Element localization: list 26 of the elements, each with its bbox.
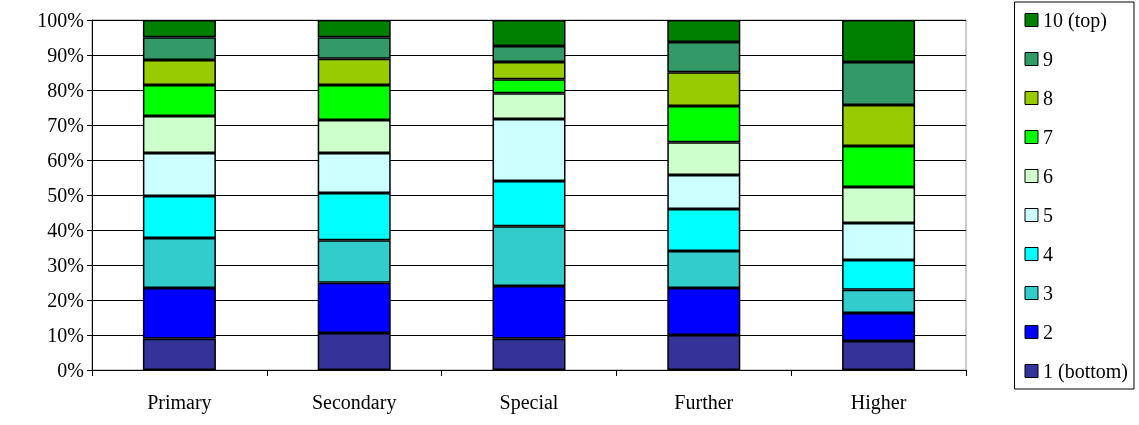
y-tick-label: 10% bbox=[47, 324, 84, 346]
y-tick-label: 90% bbox=[47, 44, 84, 66]
x-tick-label: Higher bbox=[850, 391, 907, 414]
legend-label: 4 bbox=[1043, 243, 1054, 265]
y-tick-label: 50% bbox=[47, 184, 84, 206]
y-tick-label: 40% bbox=[47, 219, 84, 241]
legend-label: 7 bbox=[1043, 126, 1054, 148]
y-tick-label: 0% bbox=[57, 359, 84, 381]
y-tick-label: 80% bbox=[47, 79, 84, 101]
legend-label: 1 (bottom) bbox=[1043, 360, 1129, 383]
x-tick-label: Special bbox=[499, 391, 559, 414]
legend-label: 5 bbox=[1043, 204, 1054, 226]
legend-label: 9 bbox=[1043, 48, 1054, 70]
legend-label: 2 bbox=[1043, 321, 1054, 343]
y-tick-label: 70% bbox=[47, 114, 84, 136]
y-tick-label: 60% bbox=[47, 149, 84, 171]
x-tick-label: Further bbox=[674, 391, 734, 413]
legend-label: 6 bbox=[1043, 165, 1054, 187]
x-tick-label: Primary bbox=[147, 391, 212, 414]
y-tick-label: 30% bbox=[47, 254, 84, 276]
legend-label: 10 (top) bbox=[1043, 9, 1107, 32]
legend-label: 8 bbox=[1043, 87, 1054, 109]
y-tick-label: 100% bbox=[37, 9, 84, 31]
x-tick-label: Secondary bbox=[311, 391, 397, 414]
legend-label: 3 bbox=[1043, 282, 1054, 304]
y-tick-label: 20% bbox=[47, 289, 84, 311]
